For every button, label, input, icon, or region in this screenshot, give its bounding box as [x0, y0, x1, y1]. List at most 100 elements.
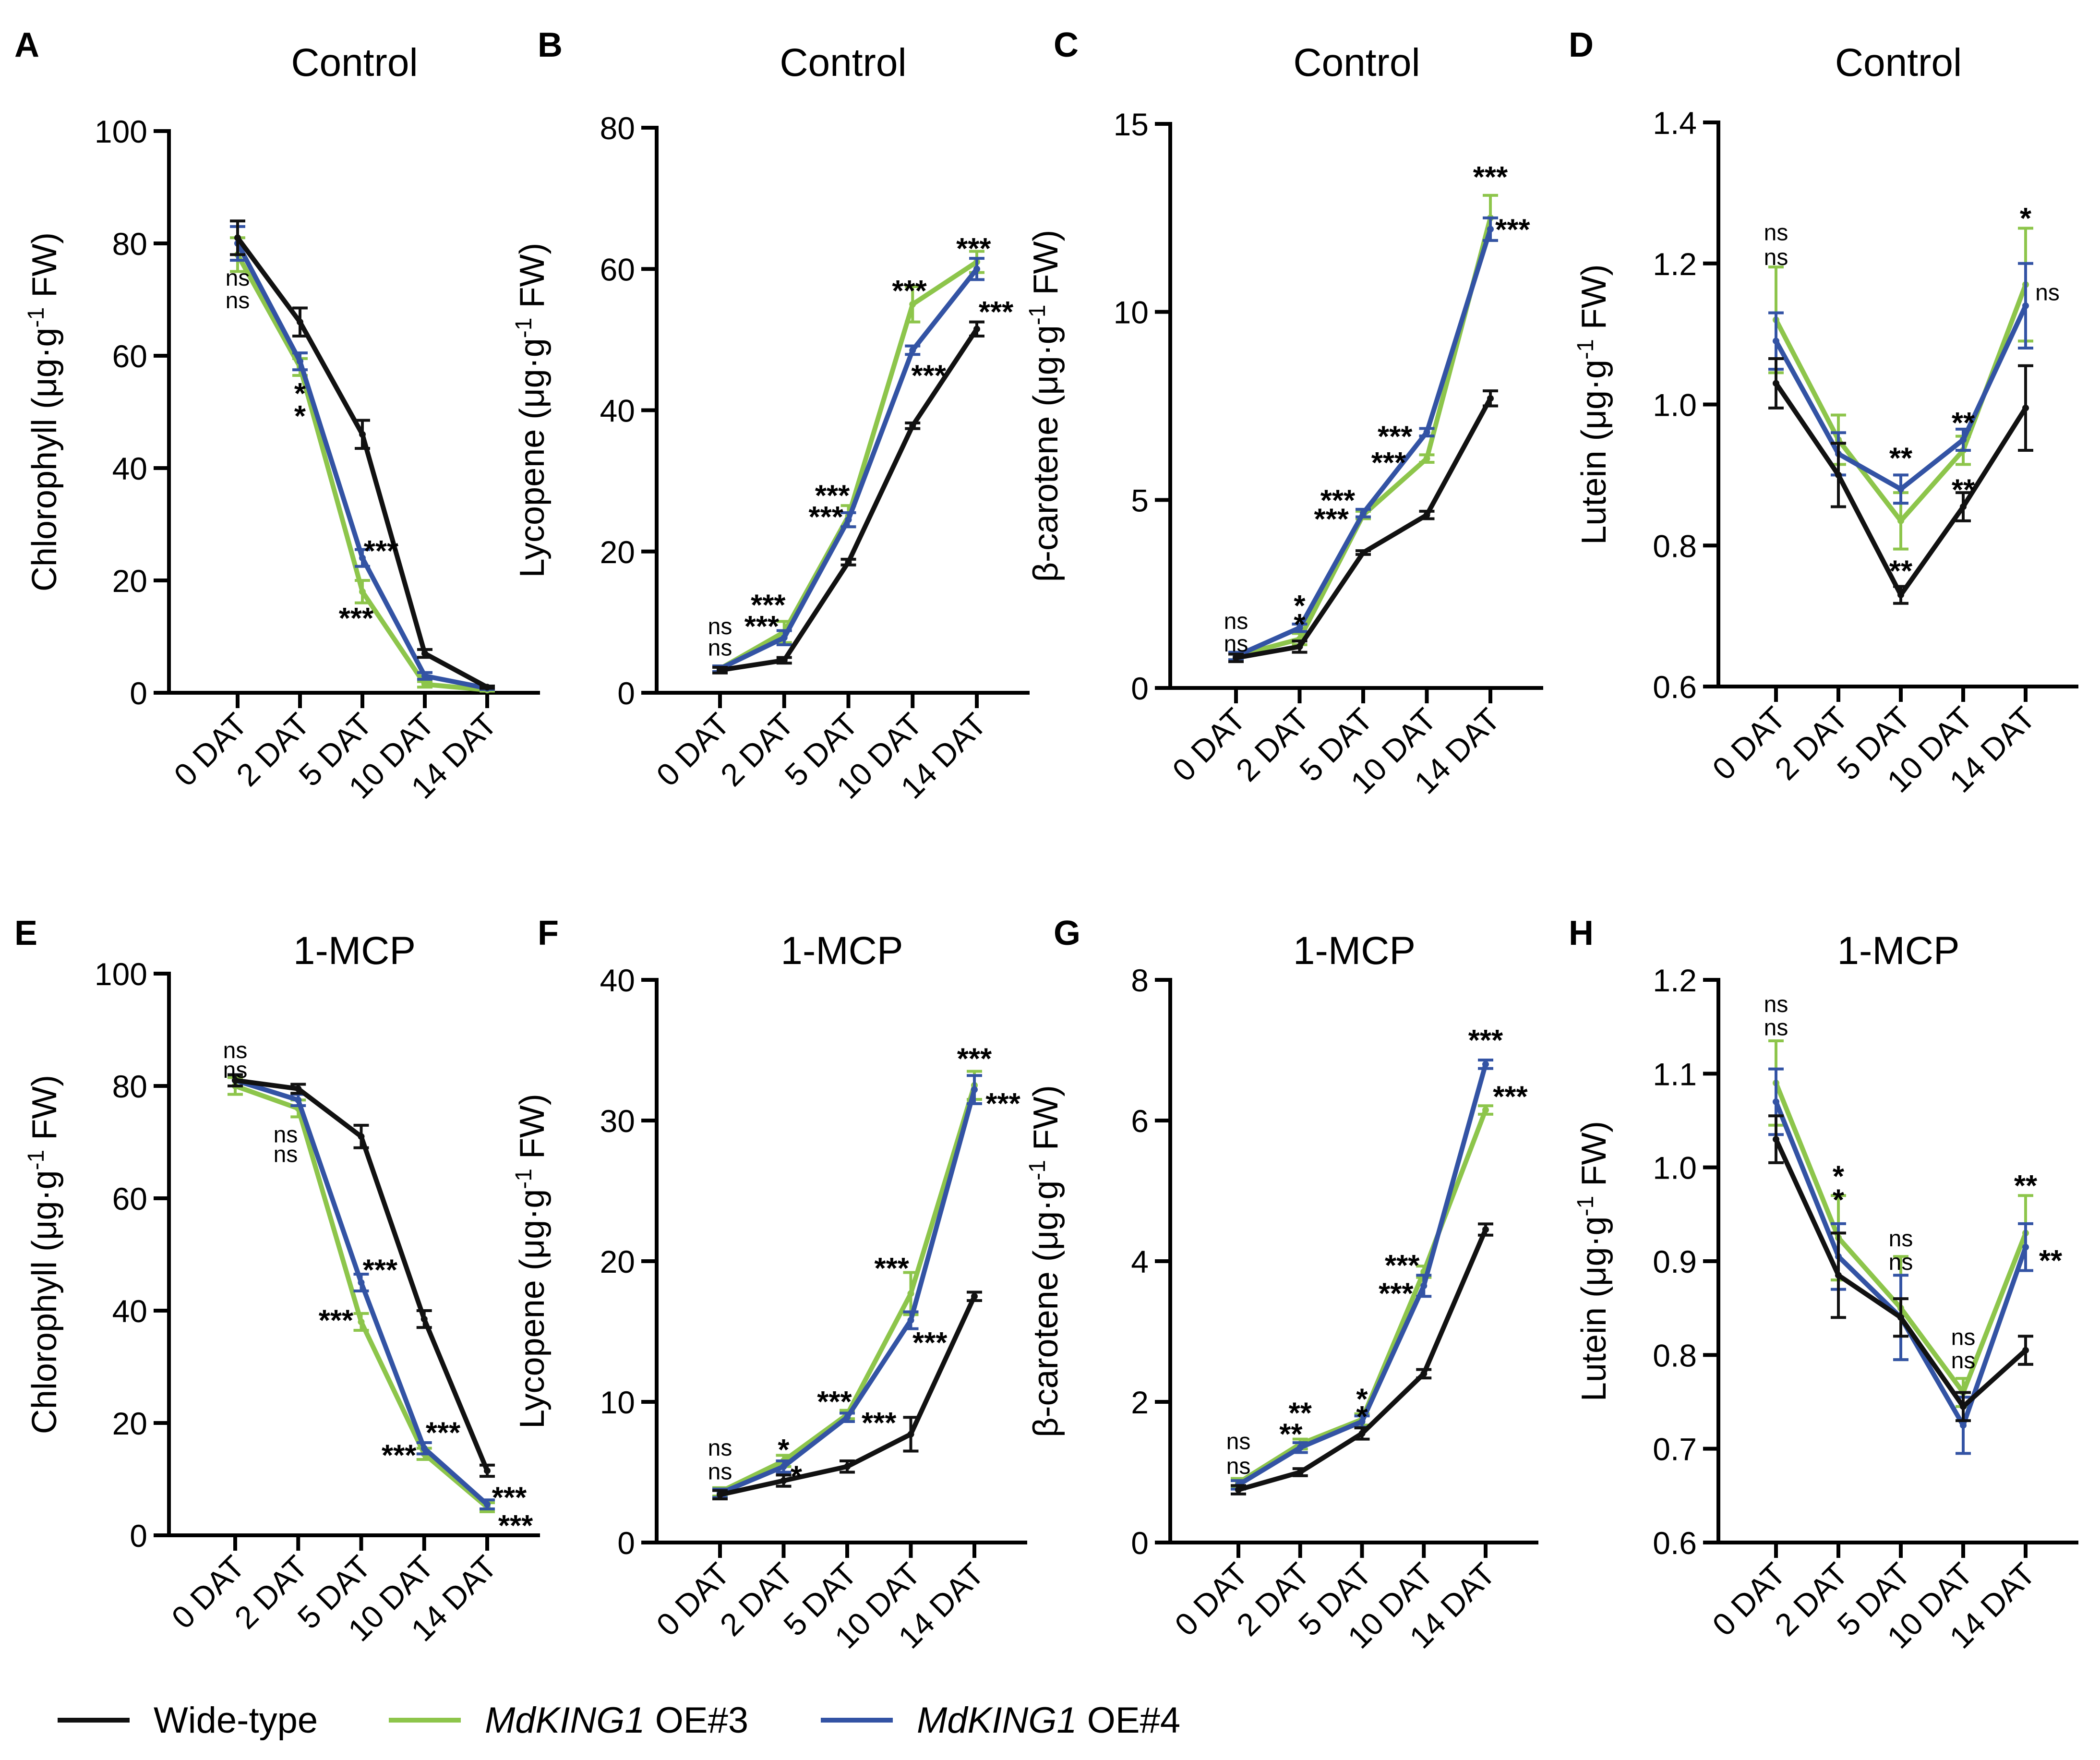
data-point [1423, 429, 1430, 436]
significance-label: *** [979, 296, 1014, 329]
error-bar [1956, 427, 1971, 452]
y-tick-label: 60 [112, 1181, 147, 1217]
y-tick-label: 40 [112, 451, 147, 486]
data-point [1960, 1403, 1967, 1410]
error-bar [230, 219, 245, 256]
panel-title: Control [780, 41, 906, 84]
panel-title: 1-MCP [1837, 929, 1959, 973]
significance-label: * [1356, 1400, 1368, 1434]
error-bar [416, 1441, 432, 1456]
data-point [358, 1279, 365, 1286]
data-point [1897, 485, 1904, 493]
significance-label: ** [1289, 1397, 1312, 1430]
data-point [907, 1290, 914, 1297]
data-point [1420, 1370, 1428, 1377]
data-point [359, 588, 366, 595]
data-point [484, 1501, 491, 1508]
data-point [971, 1293, 978, 1300]
panel-h: H 1-MCP 0.6 0.7 0.8 0.9 1.0 1.1 1.2 Lutein (μg·g-… [1569, 914, 2078, 1655]
y-tick-label: 0 [617, 1525, 635, 1561]
error-bar [776, 1459, 792, 1474]
y-tick-label: 1.1 [1653, 1056, 1697, 1092]
error-bar [1419, 453, 1435, 464]
panel-letter: A [14, 26, 39, 64]
data-point [1773, 1098, 1779, 1105]
error-bar [1478, 1104, 1493, 1116]
panel-letter: E [14, 914, 37, 952]
significance-label: ** [2039, 1244, 2063, 1278]
error-bar [1478, 1059, 1493, 1070]
y-tick-label: 60 [600, 252, 635, 287]
panel-letter: B [538, 26, 563, 64]
error-bar [1419, 509, 1435, 520]
y-axis-label: Lycopene (μg·g-1 FW) [511, 243, 552, 578]
y-tick-label: 100 [95, 114, 147, 149]
y-tick-label: 40 [600, 963, 635, 998]
data-point [1423, 511, 1430, 518]
error-bar [1356, 507, 1371, 518]
error-bar [480, 1463, 495, 1478]
error-bar [905, 344, 921, 356]
y-tick-label: 1.0 [1653, 387, 1697, 423]
panel-title: Control [1293, 41, 1420, 84]
data-point [845, 558, 852, 566]
significance-label: ns [226, 265, 250, 291]
y-tick-label: 80 [600, 110, 635, 146]
significance-label: *** [744, 610, 780, 643]
error-bar [969, 320, 984, 338]
data-point [1960, 1422, 1967, 1429]
error-bar [776, 1473, 792, 1488]
series-line-oe3 [719, 1085, 977, 1495]
y-tick-label: 1.2 [1653, 246, 1697, 282]
error-bar [1356, 549, 1371, 556]
significance-label: ns [1764, 220, 1788, 246]
error-bar [1478, 1222, 1493, 1237]
data-point [1897, 517, 1904, 524]
data-point [780, 1477, 787, 1484]
error-bar [905, 421, 921, 430]
significance-label: * [1294, 608, 1306, 641]
significance-label: *** [1495, 214, 1530, 247]
data-point [973, 325, 980, 333]
error-bar [292, 306, 308, 338]
data-point [909, 301, 916, 308]
panel-d: D Control 0.6 0.8 1.0 1.2 1.4 Lutein (μg·g-1 FW… [1569, 26, 2078, 799]
error-bar [840, 1411, 855, 1423]
y-tick-label: 0 [1131, 1525, 1149, 1561]
panel-a: A Control 0 20 40 60 80 100 Chlorophyll (μg·g-1 … [14, 26, 540, 806]
y-axis-label: Chlorophyll (μg·g-1 FW) [24, 232, 64, 591]
legend-wild-type-label: Wide-type [154, 1700, 318, 1741]
data-point [1360, 509, 1367, 517]
significance-label: *** [892, 275, 927, 308]
data-point [1835, 471, 1842, 479]
significance-label: *** [875, 1252, 910, 1285]
error-bar [903, 1310, 919, 1330]
error-bar [840, 1459, 855, 1474]
y-tick-label: 0 [617, 675, 635, 711]
y-axis-label: Lutein (μg·g-1 FW) [1573, 1121, 1613, 1401]
significance-label: ns [223, 1058, 248, 1083]
significance-label: ns [1224, 631, 1248, 657]
significance-label: ns [708, 614, 732, 639]
x-tick-label: 2 DAT [713, 1556, 800, 1643]
significance-label: *** [1385, 1249, 1420, 1282]
error-bar [1354, 1426, 1370, 1441]
x-tick-label: 0 DAT [165, 1549, 252, 1636]
data-point [359, 555, 366, 562]
error-bar [355, 419, 370, 450]
data-point [420, 1315, 428, 1323]
y-tick-label: 80 [112, 1069, 147, 1104]
error-bar [417, 671, 432, 681]
significance-label: ns [708, 635, 732, 661]
series-line-oe4 [719, 1089, 977, 1496]
error-bar [1228, 652, 1244, 663]
significance-label: *** [1371, 446, 1406, 480]
data-point [420, 1445, 428, 1452]
data-point [1773, 1136, 1779, 1143]
significance-label: ns [1226, 1454, 1251, 1479]
significance-label: ** [1279, 1418, 1303, 1451]
error-bar [1483, 389, 1498, 408]
panel-c: C Control 0 5 10 15 β-carotene (μg·g-1 FW) 0 DA… [1025, 26, 1543, 801]
y-tick-label: 10 [1114, 295, 1149, 330]
data-point [297, 358, 303, 365]
